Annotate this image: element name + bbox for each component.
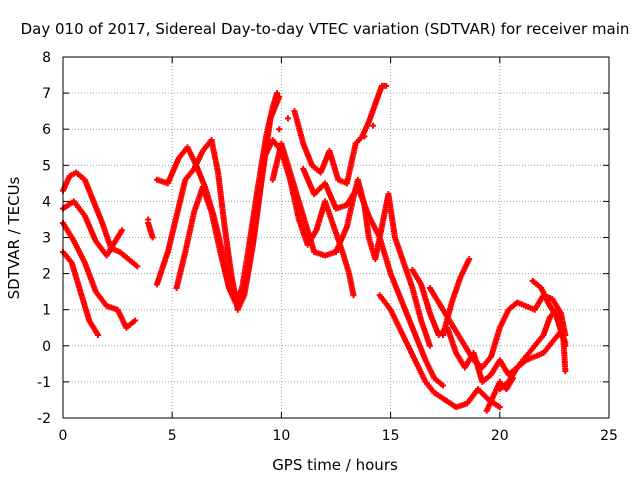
series-track-17 [483, 375, 516, 414]
data-point [284, 115, 291, 122]
series-track-8 [145, 220, 156, 241]
series-track-11 [300, 165, 447, 389]
data-point [370, 122, 377, 129]
y-tick-label: -1 [37, 375, 51, 391]
series-track-14 [426, 285, 569, 371]
data-point [145, 216, 152, 223]
y-tick-label: 8 [42, 50, 51, 66]
data-point [361, 133, 368, 140]
series-track-9 [269, 140, 433, 349]
y-tick-label: 7 [42, 86, 51, 102]
x-tick-label: 20 [491, 428, 509, 444]
series-track-1 [60, 169, 141, 270]
y-tick-labels: -2 -1 0 1 2 3 4 5 6 7 8 [37, 50, 51, 427]
y-tick-label: -2 [37, 411, 51, 427]
series-track-15 [440, 256, 473, 338]
series-track-3 [60, 220, 139, 331]
y-tick-label: 0 [42, 339, 51, 355]
y-tick-label: 5 [42, 158, 51, 174]
axis-ticks [62, 56, 610, 419]
x-tick-label: 10 [272, 428, 290, 444]
data-point [276, 126, 283, 133]
chart-title: Day 010 of 2017, Sidereal Day-to-day VTE… [21, 20, 630, 38]
x-tick-label: 15 [382, 428, 400, 444]
x-tick-labels: 0 5 10 15 20 25 [59, 428, 618, 444]
series-track-18 [529, 277, 569, 349]
series-track-7 [173, 137, 357, 310]
y-tick-label: 1 [42, 303, 51, 319]
y-axis-label: SDTVAR / TECUs [5, 176, 23, 299]
series-track-10 [291, 82, 390, 187]
y-tick-label: 6 [42, 122, 51, 138]
x-tick-label: 25 [600, 428, 618, 444]
x-tick-label: 5 [168, 428, 177, 444]
y-tick-label: 3 [42, 231, 51, 247]
x-tick-label: 0 [59, 428, 68, 444]
series-track-6 [153, 93, 283, 313]
data-series [60, 82, 569, 414]
x-axis-label: GPS time / hours [272, 456, 398, 474]
y-tick-label: 2 [42, 267, 51, 283]
y-tick-label: 4 [42, 194, 51, 210]
series-track-13 [409, 266, 569, 385]
series-track-12 [376, 292, 503, 411]
